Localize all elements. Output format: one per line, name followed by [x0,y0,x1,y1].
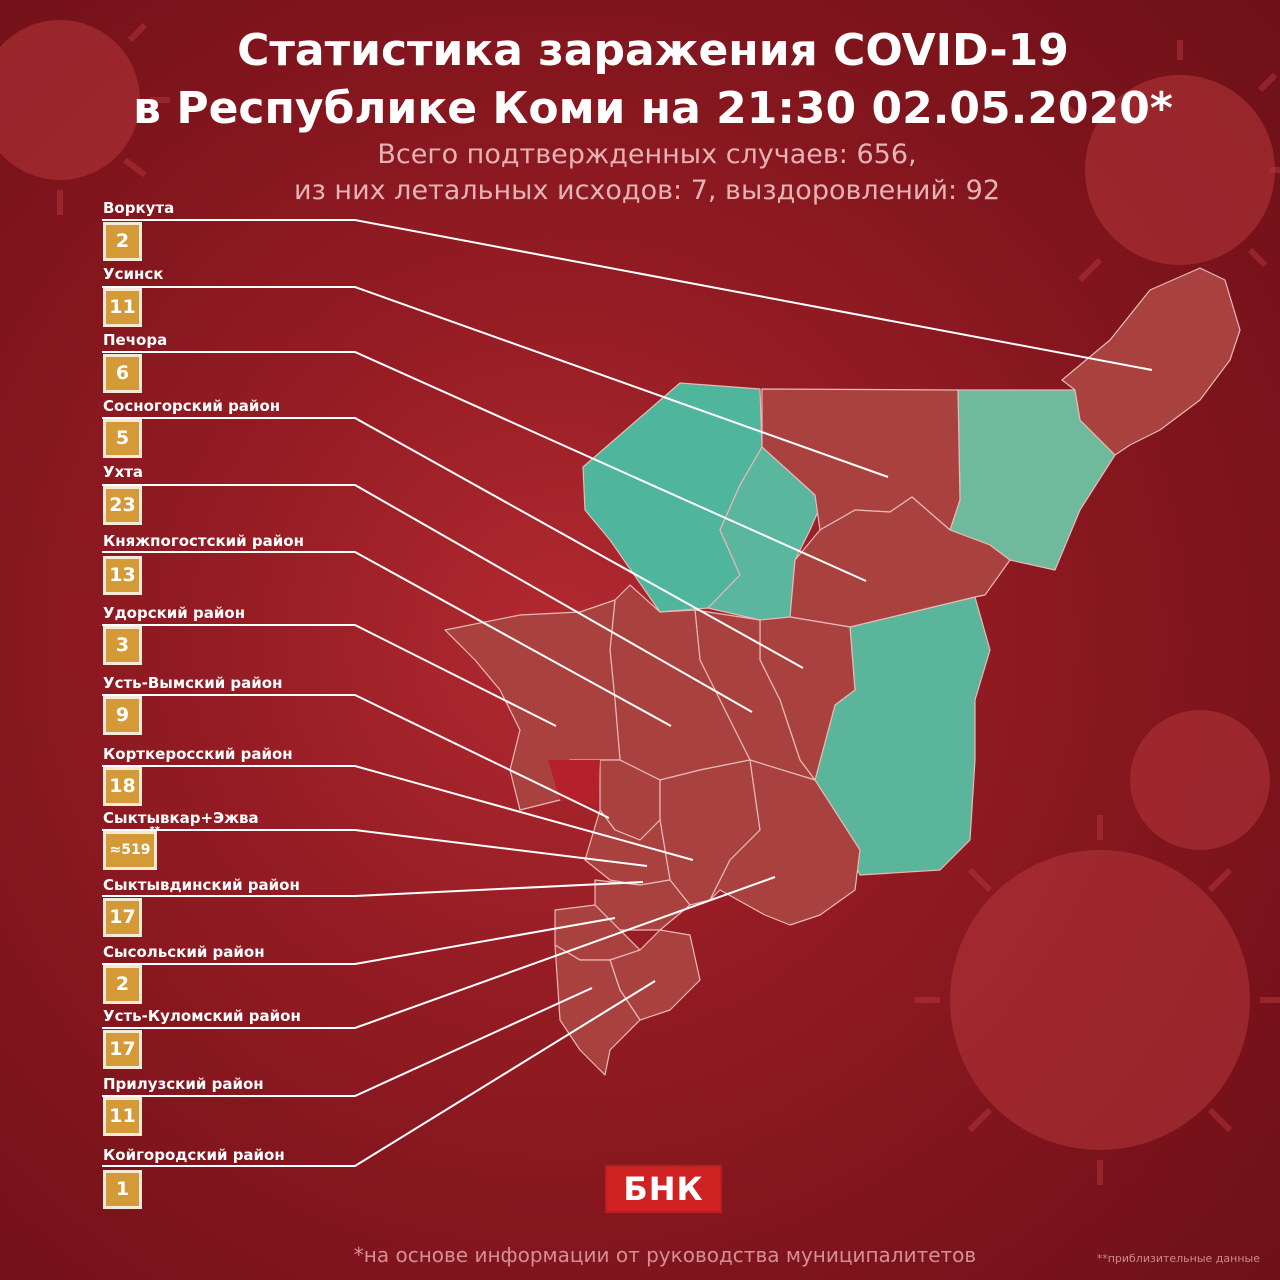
approximate-data-footnote: **приблизительные данные [1096,1252,1260,1265]
region-label-ust-vym: Усть-Вымский район [103,674,283,692]
region-label-priluzye: Прилузский район [103,1075,264,1093]
leader-line-knyazhpogost [102,551,672,727]
leader-line-syktyvkar [102,829,648,867]
case-count-badge-koygorodok: 1 [103,1170,142,1209]
region-label-sosnogorsk: Сосногорский район [103,397,281,415]
leader-line-ust-kulom [102,876,776,1029]
virus-decoration [0,20,140,180]
leader-line-koygorodok [102,980,656,1167]
case-count-badge-priluzye: 11 [103,1097,142,1136]
leader-line-syktyvdin [102,881,644,897]
case-count-value: ≈519 [109,842,151,858]
case-count-badge-ukhta: 23 [103,486,142,525]
region-label-koygorodok: Койгородский район [103,1146,285,1164]
case-count-badge-sysola: 2 [103,965,142,1004]
map-region-priluzye[interactable] [554,944,641,1076]
region-label-ust-kulom: Усть-Куломский район [103,1007,301,1025]
leader-line-udora [102,624,557,727]
region-label-ukhta: Ухта [103,463,144,481]
virus-decoration [950,850,1250,1150]
virus-decoration [1130,710,1270,850]
leader-line-ukhta [102,484,753,713]
map-region-vorkuta[interactable] [1061,267,1241,456]
page-title-line2: в Республике Коми на 21:30 02.05.2020* [133,83,1173,134]
leader-line-vorkuta [102,219,1153,371]
virus-decoration [1085,75,1275,265]
leader-line-sosnogorsk [102,417,804,669]
region-label-knyazhpogost: Княжпогостский район [103,532,304,550]
region-label-vorkuta: Воркута [103,199,175,217]
region-label-sysola: Сысольский район [103,943,265,961]
region-label-syktyvkar: Сыктывкар+Эжва [103,809,259,827]
leader-line-usinsk [102,286,889,478]
map-region-ust-kulom[interactable] [709,759,861,926]
bnk-logo: БНК [605,1165,722,1213]
case-count-badge-vorkuta: 2 [103,222,142,261]
case-count-badge-ust-vym: 9 [103,696,142,735]
case-count-badge-pechora: 6 [103,354,142,393]
leader-line-kortkeros [102,765,694,861]
region-label-usinsk: Усинск [103,265,164,283]
region-label-pechora: Печора [103,331,168,349]
case-count-badge-udora: 3 [103,626,142,665]
case-count-badge-knyazhpogost: 13 [103,556,142,595]
leader-line-ust-vym [102,694,610,819]
case-count-badge-syktyvdin: 17 [103,898,142,937]
case-count-badge-sosnogorsk: 5 [103,419,142,458]
leader-line-pechora [102,351,867,582]
case-count-badge-ust-kulom: 17 [103,1030,142,1069]
approximate-footnote-mark: ** [149,825,160,836]
leader-line-priluzye [102,987,593,1097]
case-count-badge-syktyvkar: ≈519 ** [103,826,160,870]
case-count-badge-kortkeros: 18 [103,767,142,806]
summary-total-line: Всего подтвержденных случаев: 656, [377,139,917,170]
source-footnote: *на основе информации от руководства мун… [353,1243,977,1267]
region-label-syktyvdin: Сыктывдинский район [103,876,300,894]
region-label-kortkeros: Корткеросский район [103,745,293,763]
leader-line-sysola [102,917,616,965]
case-count-badge-usinsk: 11 [103,288,142,327]
summary-outcomes-line: из них летальных исходов: 7, выздоровлен… [293,175,1001,206]
region-label-udora: Удорский район [103,604,246,622]
page-title-line1: Статистика заражения COVID-19 [237,25,1069,76]
